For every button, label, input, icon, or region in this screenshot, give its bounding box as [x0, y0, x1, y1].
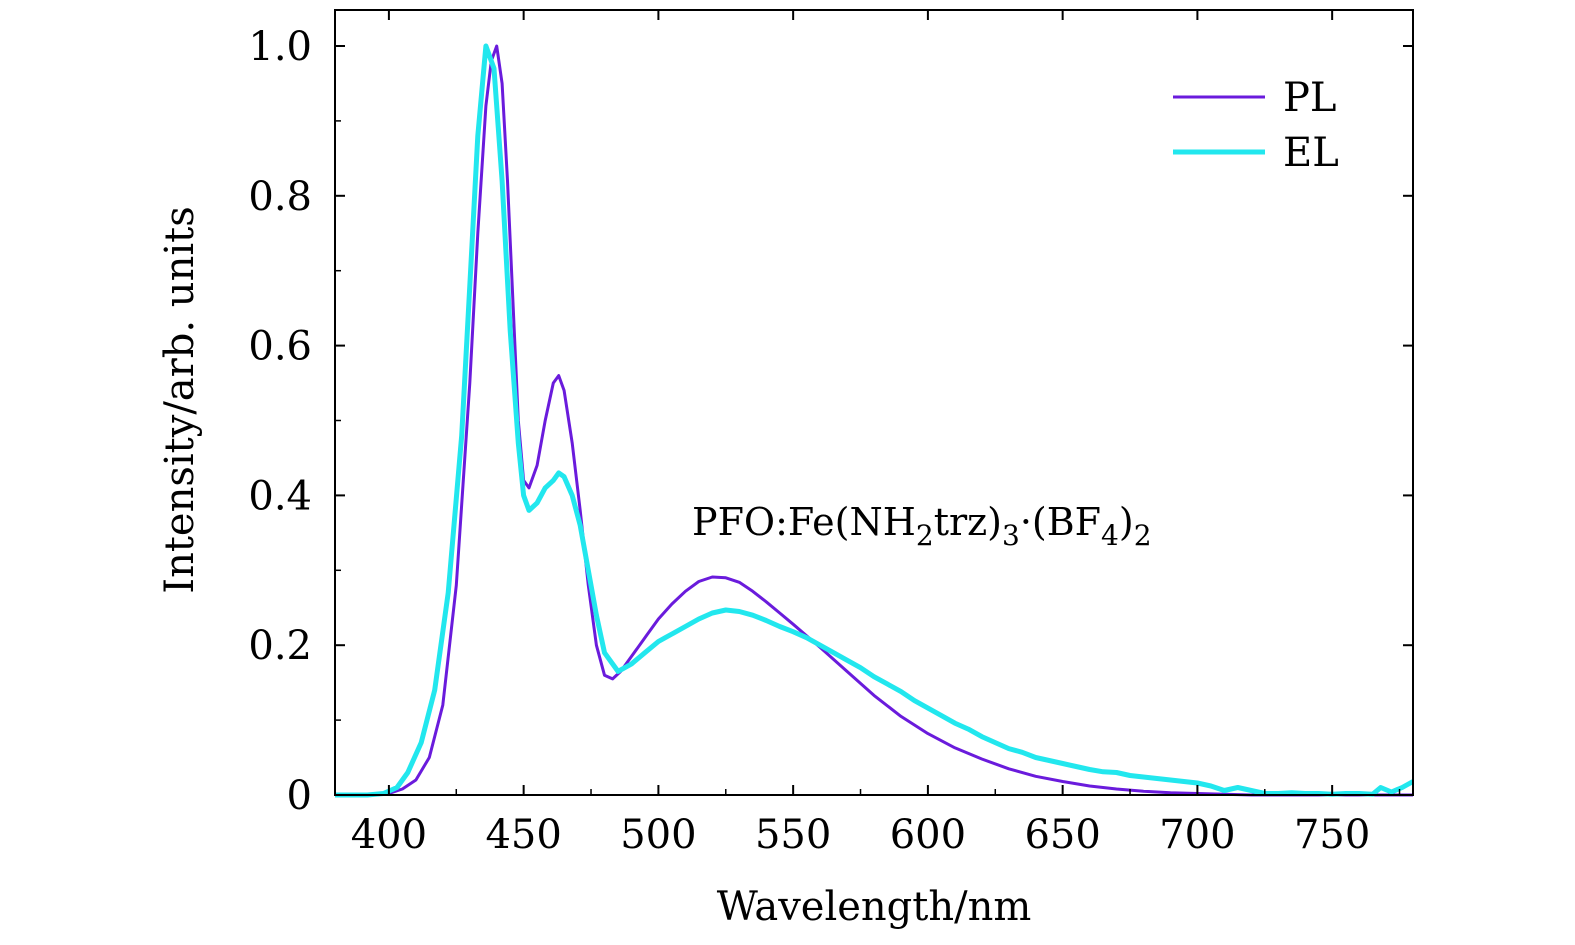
y-axis-label: Intensity/arb. units: [157, 206, 203, 593]
x-tick-label: 700: [1159, 812, 1235, 858]
annotation-part: 2: [1134, 519, 1152, 552]
annotation-part: ·(BF: [1020, 500, 1101, 544]
y-tick-label: 0.4: [248, 473, 312, 519]
legend: PL EL: [1173, 75, 1339, 176]
x-axis-label: Wavelength/nm: [717, 884, 1032, 930]
y-tick-label: 0.6: [248, 324, 312, 370]
y-tick-label: 1.0: [248, 24, 312, 70]
annotation-part: 3: [1002, 519, 1020, 552]
annotation-part: PFO:Fe(NH: [692, 500, 916, 544]
series-line-pl: [335, 44, 1413, 797]
annotation-part: 2: [916, 519, 934, 552]
x-tick-label: 400: [351, 812, 427, 858]
legend-label-el: EL: [1283, 130, 1339, 176]
y-tick-label: 0: [287, 773, 312, 819]
annotation-part: 4: [1101, 519, 1119, 552]
x-tick-label: 600: [890, 812, 966, 858]
legend-label-pl: PL: [1283, 75, 1336, 121]
plot-frame: [334, 9, 1414, 796]
y-tick-label: 0.2: [248, 623, 312, 669]
x-tick-label: 750: [1294, 812, 1370, 858]
ticks-layer: 400 450 500 550 600 650 700 750 0 0.2 0.4 0.6 0.8 1.0: [248, 10, 1413, 858]
y-tick-label: 0.8: [248, 174, 312, 220]
x-tick-label: 550: [755, 812, 831, 858]
annotation-part: trz): [934, 500, 1002, 544]
series-layer: [335, 43, 1415, 798]
x-tick-label: 450: [485, 812, 561, 858]
x-tick-label: 500: [620, 812, 696, 858]
annotation-label: PFO:Fe(NH2trz)3·(BF4)2: [692, 500, 1152, 552]
annotation-part: ): [1119, 500, 1134, 544]
x-tick-label: 650: [1024, 812, 1100, 858]
axes-layer: [334, 9, 1414, 796]
series-line-el: [335, 43, 1415, 798]
